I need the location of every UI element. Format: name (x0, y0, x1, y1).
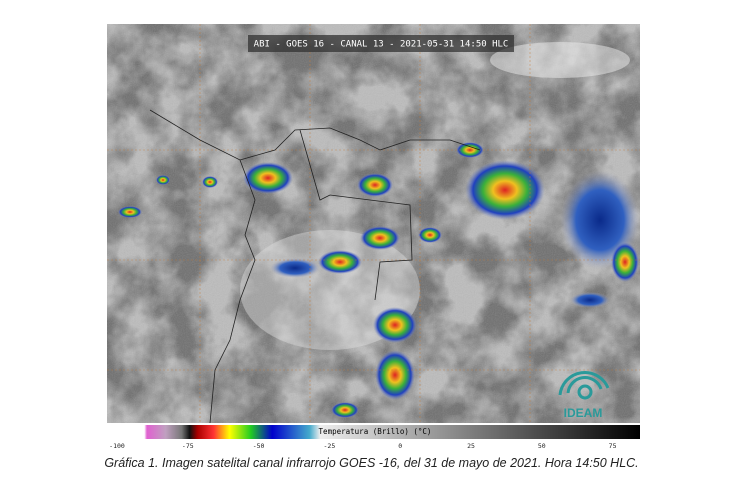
colorbar-tick: 75 (609, 442, 617, 450)
logo-text: IDEAM (564, 406, 603, 420)
colorbar-tick: 50 (538, 442, 546, 450)
colorbar-tick: 25 (467, 442, 475, 450)
logo (558, 371, 610, 400)
caption: Gráfica 1. Imagen satelital canal infrar… (104, 456, 639, 470)
colorbar (107, 425, 640, 439)
satellite-image (107, 24, 640, 423)
header-title: ABI - GOES 16 - CANAL 13 - 2021-05-31 14… (254, 40, 509, 50)
colorbar-label: Temperatura (Brillo) (°C) (319, 427, 432, 436)
colorbar-tick: 0 (398, 442, 402, 450)
colorbar-tick: -50 (253, 442, 265, 450)
colorbar-tick: -75 (182, 442, 194, 450)
colorbar-tick: -25 (324, 442, 336, 450)
colorbar-tick: -100 (109, 442, 125, 450)
header-box (248, 35, 514, 52)
